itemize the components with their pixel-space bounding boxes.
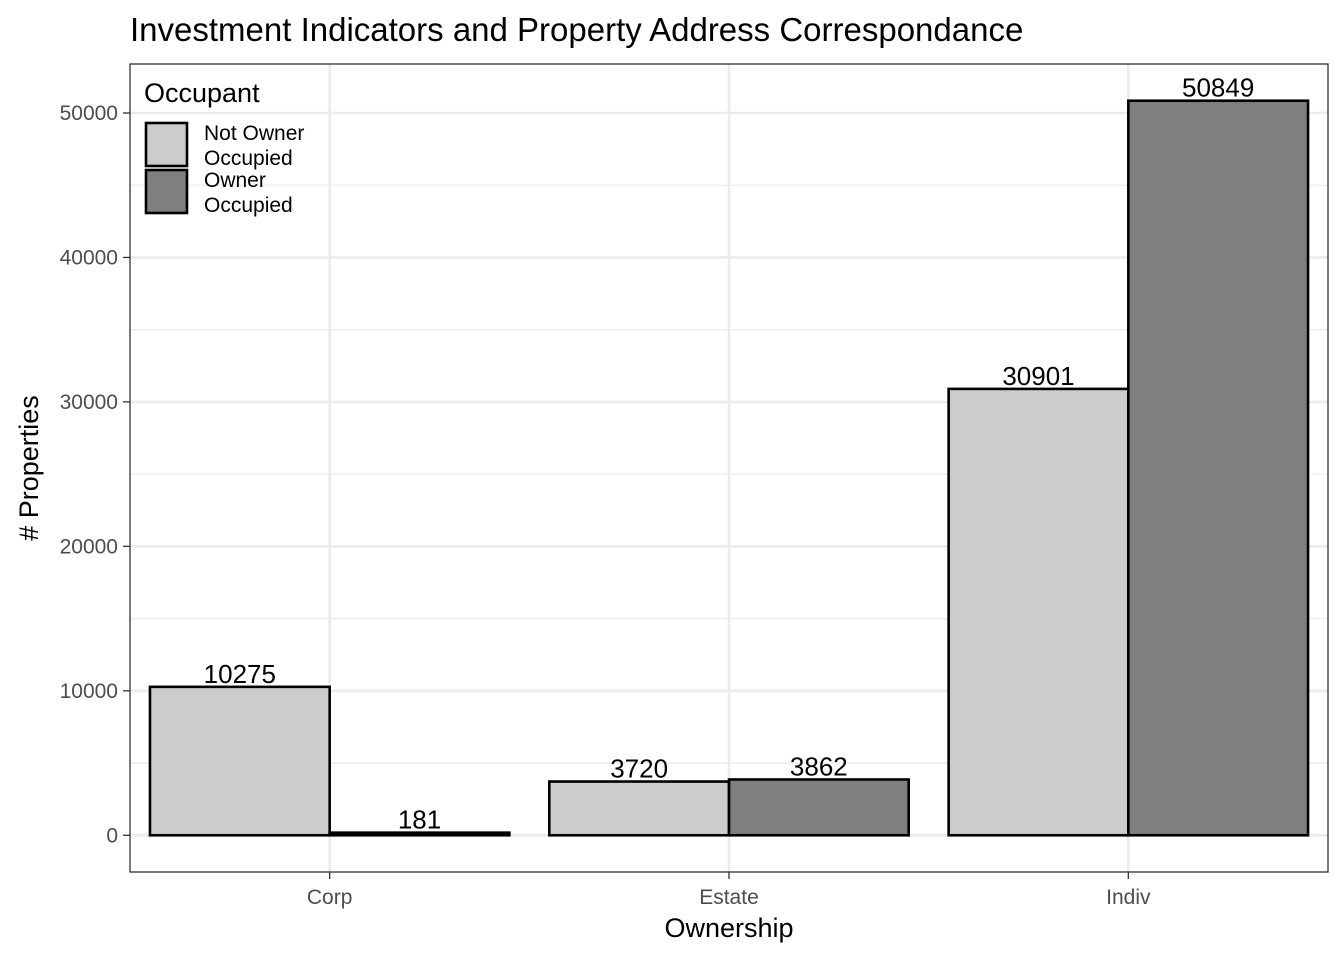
y-tick-label: 10000: [60, 680, 118, 703]
data-label: 3720: [610, 754, 668, 784]
axis-ticks: 0 10000 20000 30000 40000 50000 Corp Estate Indi…: [60, 102, 1151, 909]
x-axis-title: Ownership: [664, 913, 793, 943]
data-labels: 10275 3720 30901 181 3862 50849: [204, 73, 1255, 835]
legend-key: [144, 168, 189, 215]
bar-estate-not-owner-occupied: [547, 780, 731, 837]
y-tick-label: 40000: [60, 246, 118, 269]
bar-indiv-owner-occupied: [1127, 99, 1310, 837]
legend-key: [144, 121, 189, 168]
legend-label: Occupied: [204, 147, 293, 170]
legend-label: Not Owner: [204, 122, 304, 145]
bar-corp-owner-occupied: [328, 831, 511, 837]
data-label: 181: [398, 805, 441, 835]
x-tick-label: Corp: [307, 886, 353, 909]
bar-corp-not-owner-occupied: [148, 685, 331, 837]
legend-title: Occupant: [144, 78, 260, 108]
y-axis-title: # Properties: [14, 395, 44, 541]
data-label: 3862: [790, 751, 848, 781]
data-label: 30901: [1002, 361, 1074, 391]
bar-indiv-not-owner-occupied: [947, 387, 1130, 837]
y-tick-label: 30000: [60, 391, 118, 414]
chart-title: Investment Indicators and Property Addre…: [130, 11, 1023, 48]
y-tick-label: 50000: [60, 102, 118, 125]
data-label: 10275: [204, 659, 276, 689]
y-tick-label: 20000: [60, 535, 118, 558]
data-label: 50849: [1182, 73, 1254, 103]
x-tick-label: Indiv: [1106, 886, 1151, 909]
bar-estate-owner-occupied: [727, 778, 910, 837]
legend-label: Owner: [204, 169, 266, 192]
x-tick-label: Estate: [699, 886, 759, 909]
y-tick-label: 0: [106, 824, 118, 847]
bars: [148, 99, 1310, 837]
legend-label: Occupied: [204, 194, 293, 217]
